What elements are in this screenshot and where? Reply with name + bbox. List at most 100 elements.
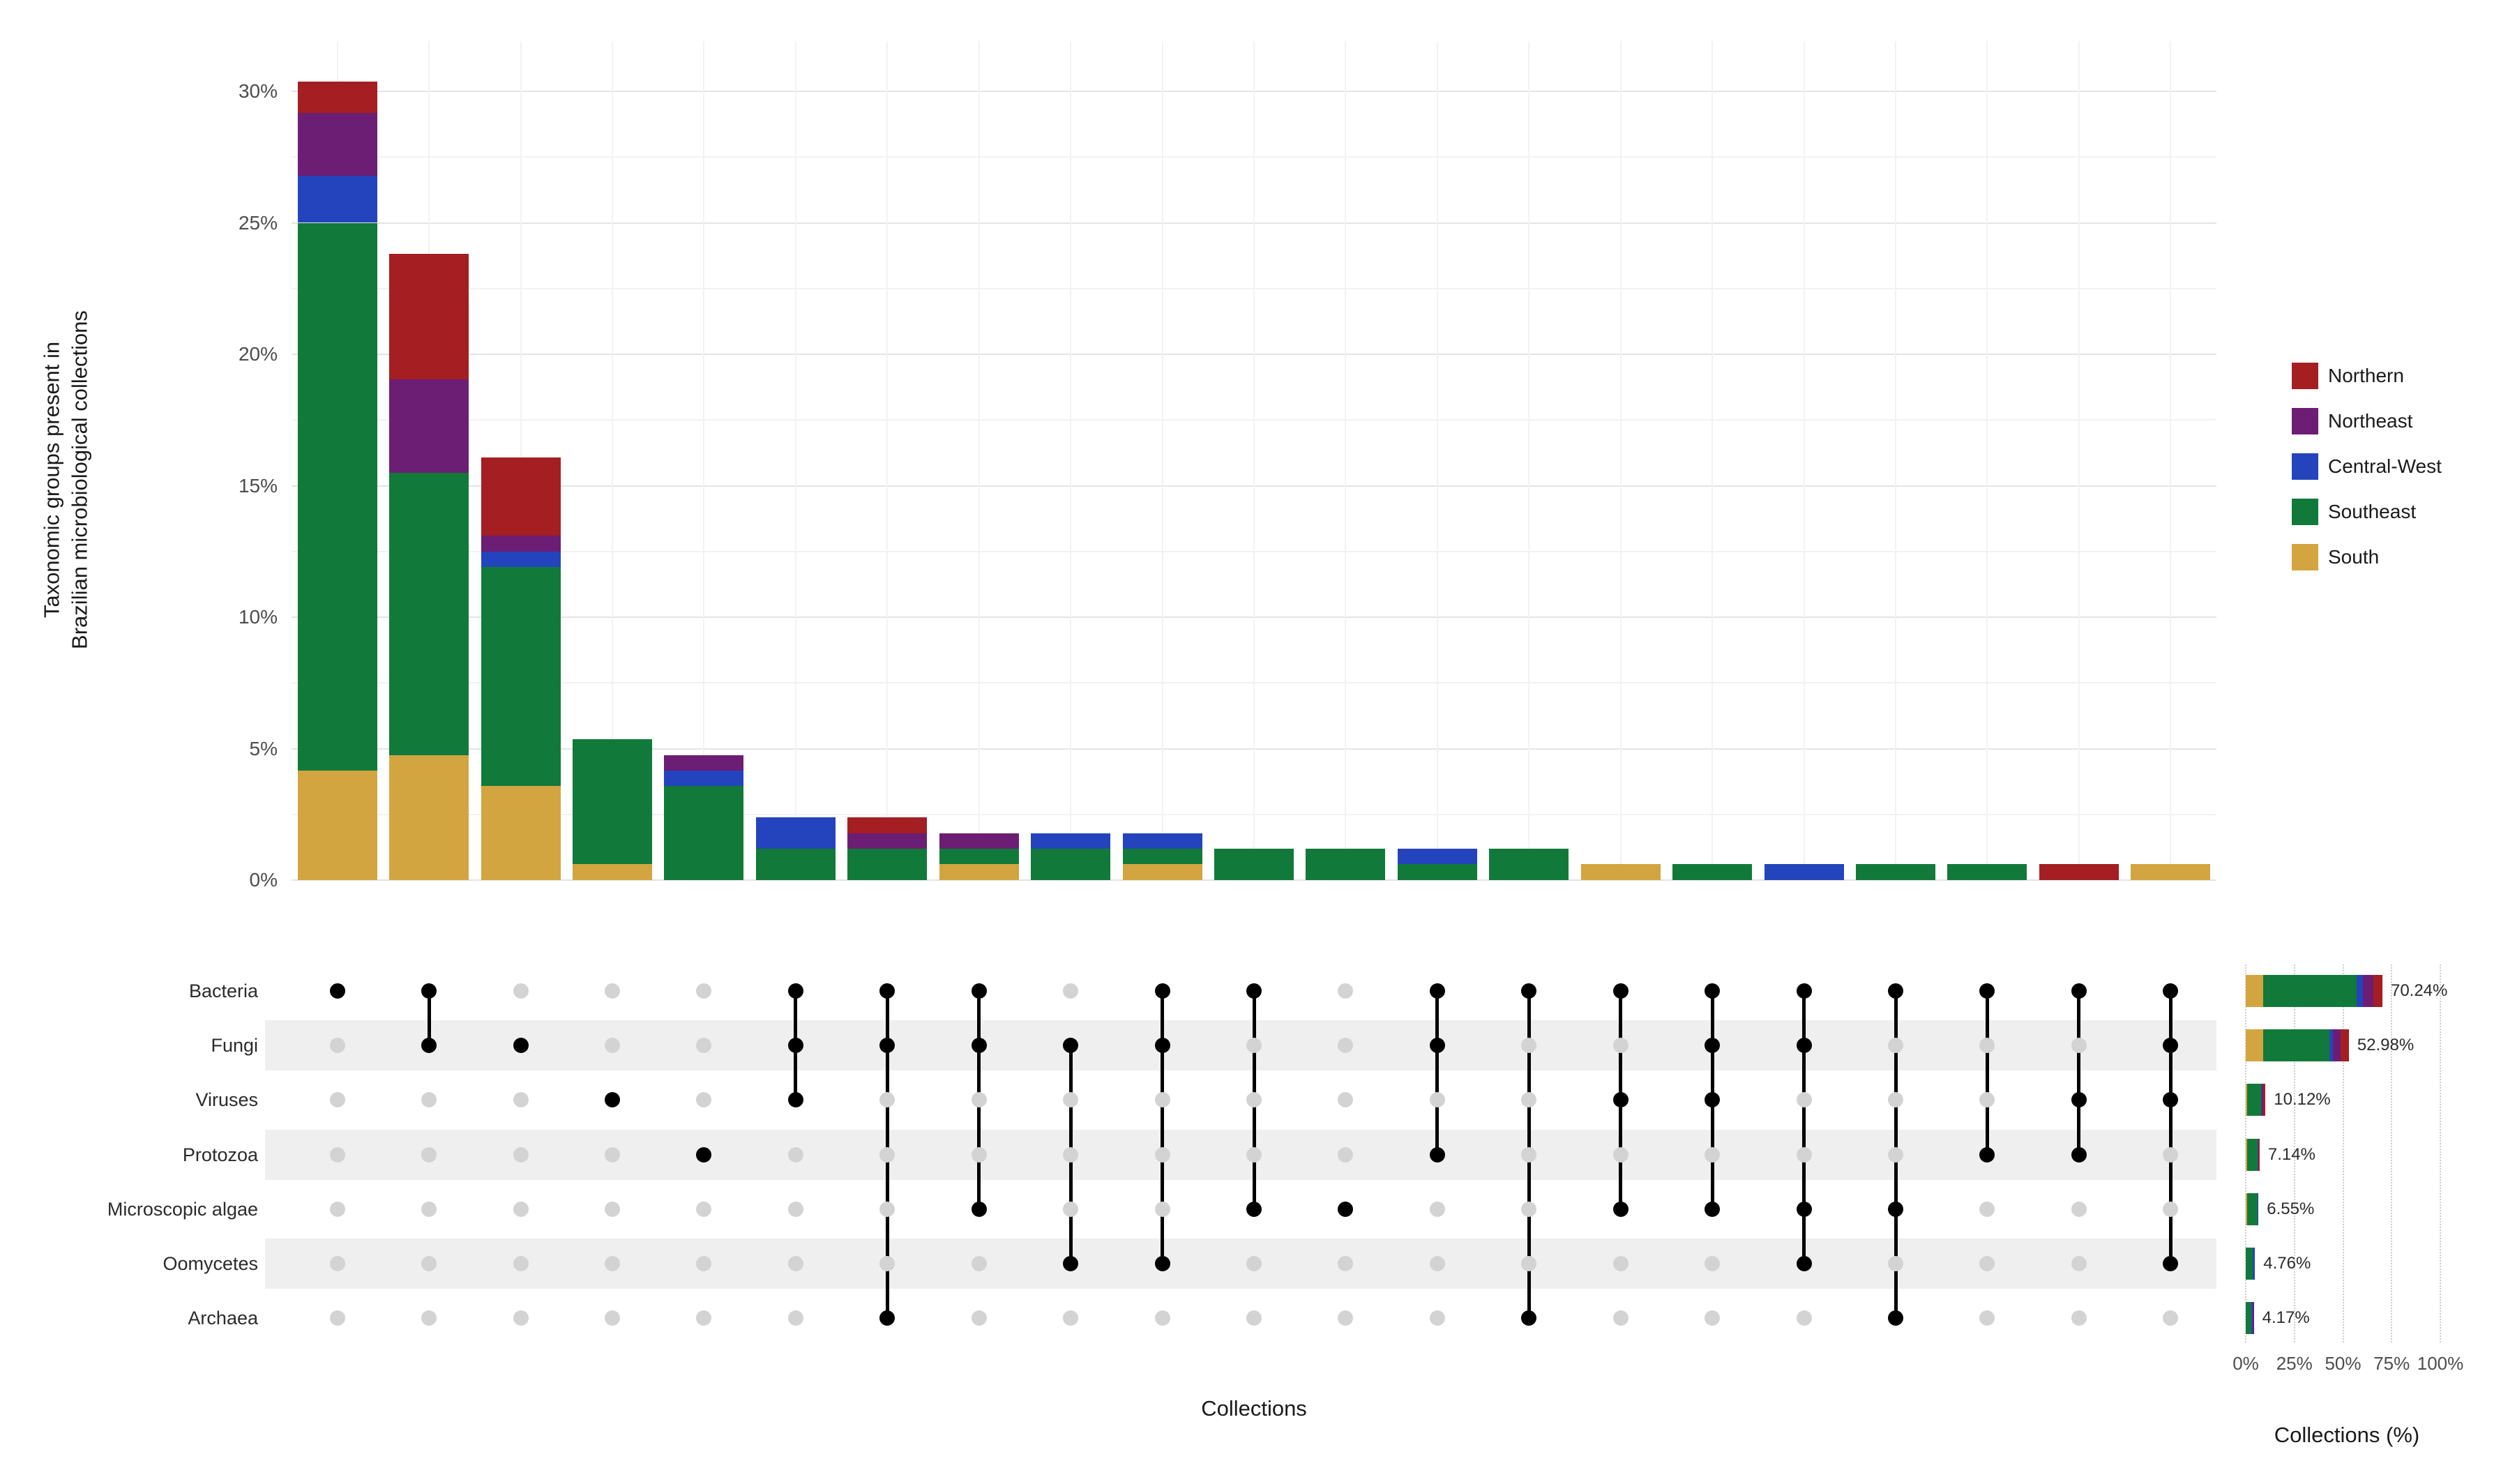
- matrix-dot: [513, 1310, 529, 1326]
- y-axis-title-line-2: Brazilian microbiological collections: [68, 310, 92, 649]
- set-size-bar-segment: [2262, 975, 2357, 1007]
- set-size-bar-segment: [2246, 1139, 2258, 1171]
- matrix-dot: [971, 1038, 987, 1053]
- matrix-dot: [513, 1147, 529, 1163]
- bar-segment: [1397, 864, 1477, 880]
- bar-segment: [939, 848, 1019, 865]
- matrix-stripe: [265, 1130, 2216, 1180]
- grid-line-vertical: [1528, 41, 1530, 880]
- matrix-dot: [1429, 1038, 1445, 1053]
- matrix-connector: [1802, 991, 1806, 1264]
- matrix-dot: [971, 1256, 987, 1271]
- matrix-dot: [1246, 1038, 1262, 1053]
- legend-label: Southeast: [2328, 501, 2417, 522]
- matrix-dot: [1612, 1202, 1629, 1217]
- bar-segment: [481, 457, 561, 536]
- bar-segment: [1672, 864, 1753, 880]
- set-size-bar-segment: [2246, 1302, 2252, 1334]
- bar-segment: [1122, 864, 1202, 880]
- matrix-dot: [1888, 1310, 1903, 1326]
- matrix-dot: [1888, 983, 1903, 999]
- matrix-dot: [1979, 1038, 1995, 1053]
- matrix-dot: [1063, 1202, 1079, 1217]
- matrix-dot: [1705, 1038, 1721, 1053]
- set-size-bar-segment: [2246, 1084, 2247, 1116]
- matrix-dot: [696, 1038, 712, 1053]
- matrix-dot: [1979, 1092, 1995, 1107]
- grid-line-vertical: [2170, 41, 2172, 880]
- legend-swatch: [2292, 499, 2318, 525]
- matrix-dot: [421, 1038, 437, 1053]
- bar-segment: [664, 770, 744, 787]
- grid-line-vertical: [1070, 41, 1072, 880]
- matrix-dot: [2163, 1092, 2179, 1107]
- matrix-dot: [1063, 1092, 1079, 1107]
- matrix-dot: [1796, 1310, 1812, 1326]
- matrix-dot: [1063, 1038, 1079, 1053]
- matrix-dot: [1612, 1256, 1629, 1271]
- set-size-bar-segment: [2252, 1248, 2256, 1280]
- bar-segment: [664, 755, 744, 771]
- matrix-stripe: [265, 1020, 2216, 1070]
- bar-segment: [481, 786, 561, 880]
- y-tick-label: 10%: [238, 606, 278, 628]
- matrix-stripe: [265, 1239, 2216, 1289]
- matrix-connector: [2077, 991, 2081, 1155]
- set-size-bar-segment: [2252, 1302, 2254, 1334]
- bar-segment: [1214, 849, 1294, 880]
- matrix-dot: [1888, 1092, 1903, 1107]
- matrix-dot: [1979, 1310, 1995, 1326]
- matrix-dot: [329, 1147, 345, 1163]
- matrix-dot: [971, 1092, 987, 1107]
- matrix-connector: [1435, 991, 1440, 1155]
- size-grid-line: [2293, 964, 2295, 1342]
- bar-segment: [389, 379, 469, 474]
- bar-segment: [481, 536, 561, 552]
- matrix-dot: [696, 983, 712, 999]
- matrix-dot: [787, 1202, 803, 1217]
- matrix-dot: [879, 983, 896, 999]
- matrix-dot: [329, 1092, 345, 1107]
- matrix-dot: [971, 1202, 987, 1217]
- set-size-bar-segment: [2329, 1029, 2333, 1061]
- grid-line-vertical: [1345, 41, 1347, 880]
- matrix-dot: [1154, 1092, 1170, 1107]
- matrix-dot: [1429, 1092, 1445, 1107]
- bar-segment: [939, 833, 1019, 849]
- set-size-bar-segment: [2257, 1139, 2259, 1171]
- matrix-dot: [1521, 1202, 1537, 1217]
- matrix-dot: [787, 1092, 803, 1107]
- bar-segment: [847, 817, 928, 833]
- matrix-dot: [1612, 1038, 1629, 1053]
- grid-line-vertical: [1712, 41, 1714, 880]
- set-size-bar-segment: [2373, 975, 2382, 1007]
- matrix-dot: [2071, 1202, 2087, 1217]
- matrix-dot: [513, 1092, 529, 1107]
- matrix-dot: [1338, 1038, 1354, 1053]
- matrix-dot: [2071, 1092, 2087, 1107]
- matrix-dot: [513, 1256, 529, 1271]
- grid-line-vertical: [978, 41, 980, 880]
- matrix-dot: [1154, 1147, 1170, 1163]
- grid-line-vertical: [2078, 41, 2080, 880]
- matrix-dot: [605, 1202, 620, 1217]
- matrix-dot: [2163, 983, 2179, 999]
- matrix-dot: [1979, 1202, 1995, 1217]
- matrix-dot: [1796, 1038, 1812, 1053]
- matrix-dot: [1612, 1092, 1629, 1107]
- matrix-dot: [1612, 983, 1629, 999]
- grid-line-vertical: [1161, 41, 1163, 880]
- bar-segment: [1306, 849, 1386, 880]
- grid-line-horizontal: [292, 879, 2216, 881]
- matrix-connector: [1985, 991, 1989, 1155]
- matrix-dot: [1796, 1202, 1812, 1217]
- matrix-dot: [605, 1310, 620, 1326]
- matrix-dot: [1521, 1038, 1537, 1053]
- set-row-label: Microscopic algae: [107, 1199, 258, 1220]
- set-size-bar-segment: [2262, 1029, 2329, 1061]
- bar-segment: [847, 849, 928, 880]
- grid-line-vertical: [1253, 41, 1255, 880]
- grid-line-vertical: [794, 41, 796, 880]
- bar-segment: [2039, 864, 2119, 880]
- set-size-bar-segment: [2246, 1139, 2247, 1171]
